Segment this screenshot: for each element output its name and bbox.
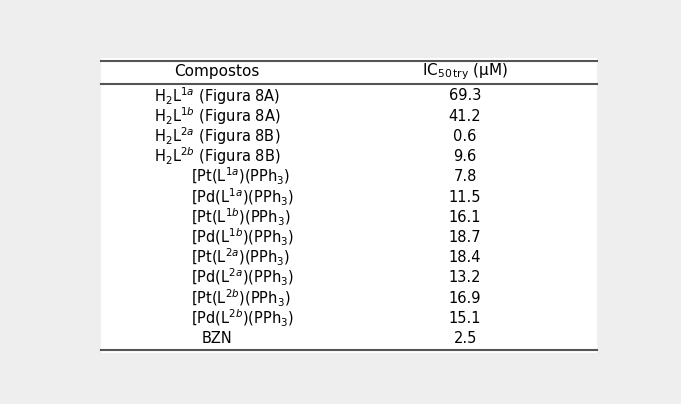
Text: [Pd(L$^{2b}$)(PPh$_3$): [Pd(L$^{2b}$)(PPh$_3$) [191,308,294,329]
Text: [Pd(L$^{1b}$)(PPh$_3$): [Pd(L$^{1b}$)(PPh$_3$) [191,227,294,248]
Text: H$_2$L$^{2a}$ (Figura 8B): H$_2$L$^{2a}$ (Figura 8B) [154,126,280,147]
Text: [Pt(L$^{2a}$)(PPh$_3$): [Pt(L$^{2a}$)(PPh$_3$) [191,247,290,268]
Text: BZN: BZN [202,331,232,346]
Text: 69.3: 69.3 [449,88,481,103]
Text: [Pt(L$^{2b}$)(PPh$_3$): [Pt(L$^{2b}$)(PPh$_3$) [191,288,290,309]
Text: [Pd(L$^{1a}$)(PPh$_3$): [Pd(L$^{1a}$)(PPh$_3$) [191,187,294,208]
Text: 7.8: 7.8 [454,169,477,184]
Text: H$_2$L$^{1b}$ (Figura 8A): H$_2$L$^{1b}$ (Figura 8A) [154,105,281,127]
Text: 18.4: 18.4 [449,250,481,265]
Text: 16.9: 16.9 [449,290,481,305]
Text: Compostos: Compostos [174,64,259,79]
Text: H$_2$L$^{1a}$ (Figura 8A): H$_2$L$^{1a}$ (Figura 8A) [154,85,280,107]
Text: 15.1: 15.1 [449,311,481,326]
Text: 11.5: 11.5 [449,189,481,204]
Text: 18.7: 18.7 [449,230,481,245]
Text: 9.6: 9.6 [454,149,477,164]
FancyBboxPatch shape [101,58,597,354]
Text: [Pt(L$^{1b}$)(PPh$_3$): [Pt(L$^{1b}$)(PPh$_3$) [191,207,290,228]
Text: 0.6: 0.6 [454,129,477,144]
Text: H$_2$L$^{2b}$ (Figura 8B): H$_2$L$^{2b}$ (Figura 8B) [154,146,281,167]
Text: 16.1: 16.1 [449,210,481,225]
Text: 41.2: 41.2 [449,109,481,124]
Text: 2.5: 2.5 [454,331,477,346]
Text: [Pd(L$^{2a}$)(PPh$_3$): [Pd(L$^{2a}$)(PPh$_3$) [191,267,294,288]
Text: IC$_{50\,\mathrm{try}}$ (μM): IC$_{50\,\mathrm{try}}$ (μM) [422,61,508,82]
Text: [Pt(L$^{1a}$)(PPh$_3$): [Pt(L$^{1a}$)(PPh$_3$) [191,166,290,187]
Text: 13.2: 13.2 [449,270,481,285]
